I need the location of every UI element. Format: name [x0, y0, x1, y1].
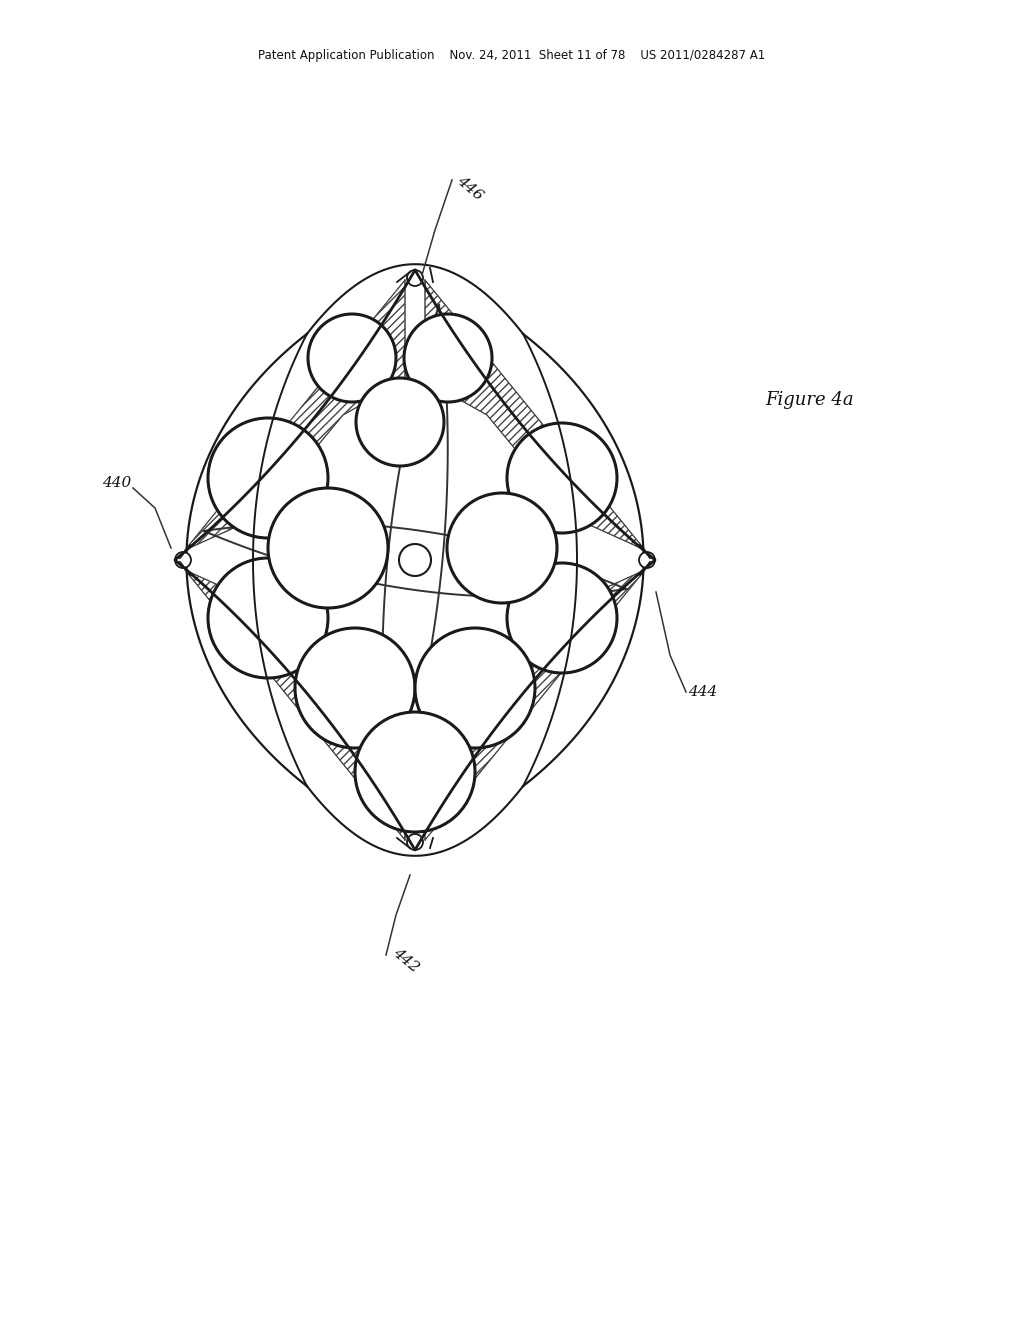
- Circle shape: [308, 314, 396, 403]
- Circle shape: [639, 552, 655, 568]
- Circle shape: [407, 271, 423, 286]
- Circle shape: [507, 564, 617, 673]
- Circle shape: [268, 488, 388, 609]
- Circle shape: [399, 544, 431, 576]
- Text: 442: 442: [390, 945, 422, 974]
- Circle shape: [175, 552, 191, 568]
- Text: 444: 444: [688, 685, 717, 700]
- Circle shape: [415, 628, 535, 748]
- Polygon shape: [175, 271, 655, 850]
- Circle shape: [208, 418, 328, 539]
- Circle shape: [355, 711, 475, 832]
- Circle shape: [407, 834, 423, 850]
- Text: 446: 446: [454, 173, 485, 203]
- Circle shape: [507, 422, 617, 533]
- Circle shape: [447, 492, 557, 603]
- Text: Patent Application Publication    Nov. 24, 2011  Sheet 11 of 78    US 2011/02842: Patent Application Publication Nov. 24, …: [258, 49, 766, 62]
- Circle shape: [356, 378, 444, 466]
- Text: 440: 440: [101, 477, 131, 490]
- Circle shape: [404, 314, 492, 403]
- Circle shape: [208, 558, 328, 678]
- Text: Figure 4a: Figure 4a: [766, 391, 854, 409]
- Circle shape: [295, 628, 415, 748]
